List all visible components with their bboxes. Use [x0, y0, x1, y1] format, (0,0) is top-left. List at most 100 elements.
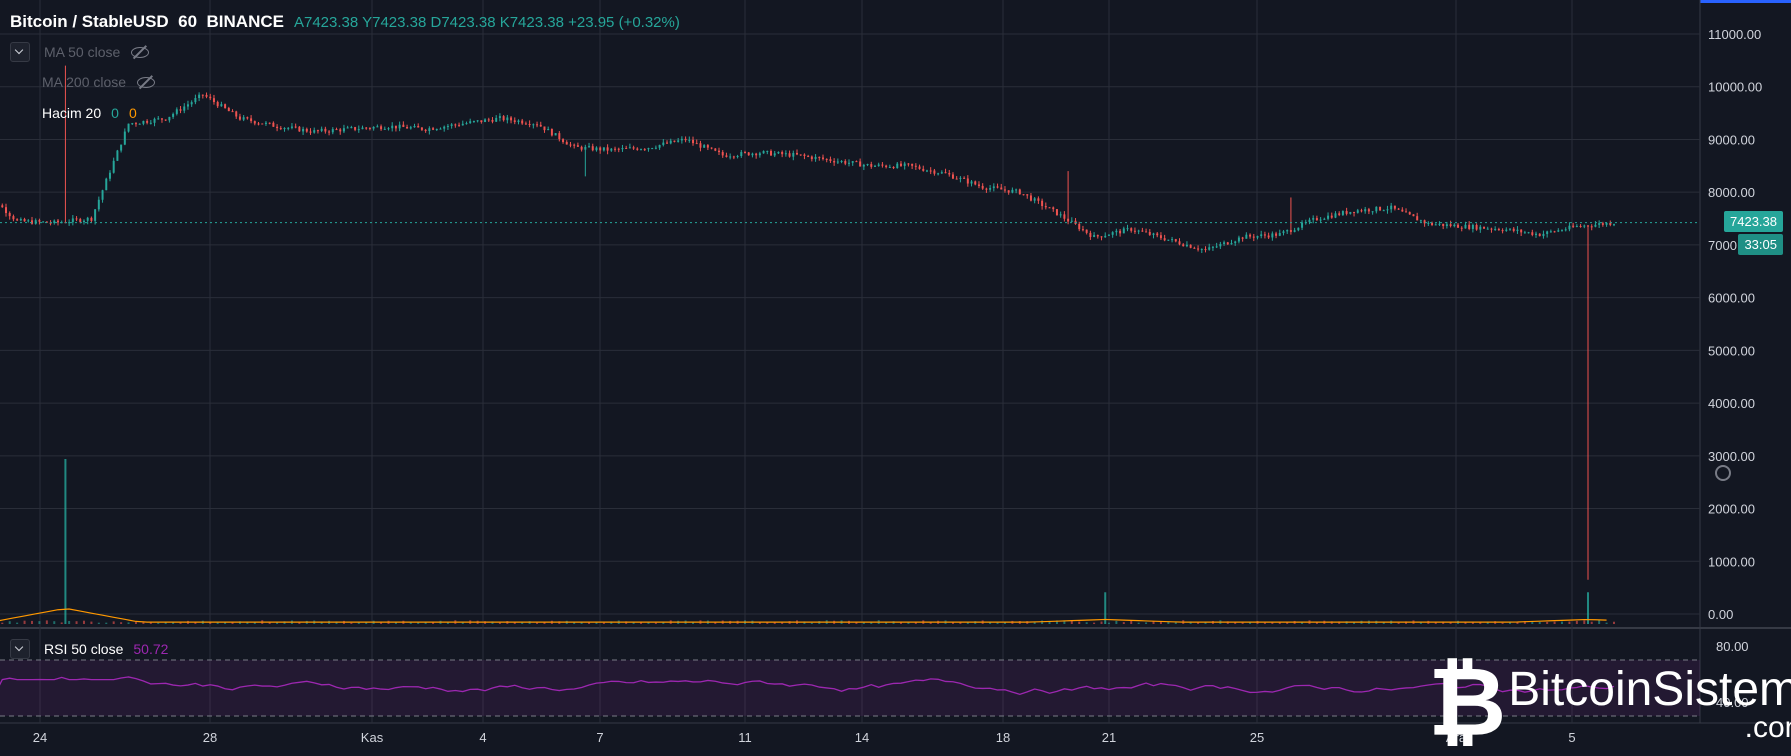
candle-body	[1033, 198, 1036, 201]
y-tick-label: 11000.00	[1708, 27, 1761, 42]
candle-body	[851, 161, 854, 163]
volume-bar	[543, 622, 546, 624]
volume-bar	[1382, 621, 1385, 624]
candle-body	[1200, 249, 1203, 251]
candle-body	[651, 148, 654, 150]
volume-bar	[1486, 621, 1489, 624]
candle-body	[101, 190, 104, 200]
candle-body	[502, 116, 505, 121]
candle-body	[1535, 233, 1538, 235]
candle-body	[383, 128, 386, 130]
indicator-rsi[interactable]: RSI 50 close 50.72	[10, 639, 168, 659]
candle-body	[810, 156, 813, 160]
candle-body	[1542, 233, 1545, 237]
candle-body	[1067, 218, 1070, 222]
volume-bar	[855, 621, 858, 624]
candle-body	[461, 123, 464, 126]
candle-body	[1059, 214, 1062, 216]
candle-body	[1353, 211, 1356, 213]
candle-body	[680, 138, 683, 141]
candle-body	[1252, 236, 1255, 238]
candle-body	[142, 120, 145, 124]
candle-body	[309, 131, 312, 133]
y-tick-label: 3000.00	[1708, 449, 1755, 464]
candle-body	[1249, 234, 1252, 237]
volume-ma-line	[0, 608, 1607, 623]
volume-bar	[914, 621, 917, 624]
volume-bar	[224, 621, 227, 624]
candle-body	[836, 161, 839, 163]
candle-body	[198, 94, 201, 99]
candle-body	[669, 140, 672, 144]
chevron-down-icon[interactable]	[10, 42, 30, 62]
volume-bar	[536, 622, 539, 624]
candle-body	[12, 216, 15, 220]
candle-body	[1189, 244, 1192, 248]
indicator-volume[interactable]: Hacim 20 0 0	[42, 105, 137, 121]
candle-body	[8, 213, 11, 217]
candle-body	[881, 164, 884, 166]
candle-body	[521, 120, 524, 124]
candle-body	[725, 155, 728, 157]
volume-bar	[1605, 622, 1608, 624]
candle-body	[120, 144, 123, 151]
candle-body	[1453, 224, 1456, 227]
candle-body	[977, 184, 980, 186]
candle-body	[56, 220, 59, 223]
candle-body	[402, 124, 405, 127]
candle-body	[1219, 243, 1222, 247]
candle-body	[1509, 228, 1512, 230]
volume-bar	[951, 622, 954, 624]
eye-hidden-icon[interactable]	[130, 45, 150, 59]
candle-body	[1382, 210, 1385, 212]
candle-body	[1234, 241, 1237, 244]
candle-body	[1182, 244, 1185, 247]
candle-body	[346, 127, 349, 129]
candle-body	[510, 117, 513, 121]
volume-bar	[1523, 621, 1526, 624]
candle-body	[290, 126, 293, 128]
rsi-tick-label: 40.00	[1716, 695, 1749, 710]
candle-body	[517, 120, 520, 123]
candle-body	[907, 163, 910, 165]
candle-body	[1341, 211, 1344, 215]
settings-gear-icon[interactable]	[1715, 465, 1731, 481]
volume-bar	[1449, 622, 1452, 624]
candle-body	[1137, 230, 1140, 232]
candle-body	[632, 147, 635, 149]
candle-body	[1007, 190, 1010, 193]
candle-body	[925, 170, 928, 172]
volume-bar	[335, 621, 338, 624]
candle-body	[1070, 220, 1073, 222]
candle-body	[870, 164, 873, 167]
candle-body	[1000, 187, 1003, 190]
candle-body	[1197, 248, 1200, 250]
candle-body	[792, 152, 795, 157]
indicator-ma50[interactable]: MA 50 close	[10, 42, 150, 62]
chevron-down-icon[interactable]	[10, 639, 30, 659]
candle-body	[1538, 233, 1541, 237]
symbol-title[interactable]: Bitcoin / StableUSD 60 BINANCE	[10, 12, 284, 31]
candle-body	[1468, 224, 1471, 229]
candle-body	[981, 185, 984, 189]
volume-bar	[573, 621, 576, 624]
candle-body	[866, 164, 869, 166]
candle-body	[528, 123, 531, 125]
volume-bar	[298, 621, 301, 624]
candle-body	[1557, 230, 1560, 232]
volume-bar	[989, 621, 992, 624]
candle-body	[985, 188, 988, 190]
candle-body	[1416, 216, 1419, 221]
candle-body	[105, 178, 108, 191]
candle-body	[149, 122, 152, 124]
volume-bar	[246, 621, 249, 624]
volume-bar	[231, 621, 234, 624]
indicator-ma200[interactable]: MA 200 close	[42, 74, 156, 90]
candle-body	[413, 125, 416, 128]
candle-body	[524, 123, 527, 125]
candle-body	[1048, 207, 1051, 209]
eye-hidden-icon[interactable]	[136, 75, 156, 89]
candle-body	[732, 156, 735, 158]
candle-body	[1330, 215, 1333, 218]
